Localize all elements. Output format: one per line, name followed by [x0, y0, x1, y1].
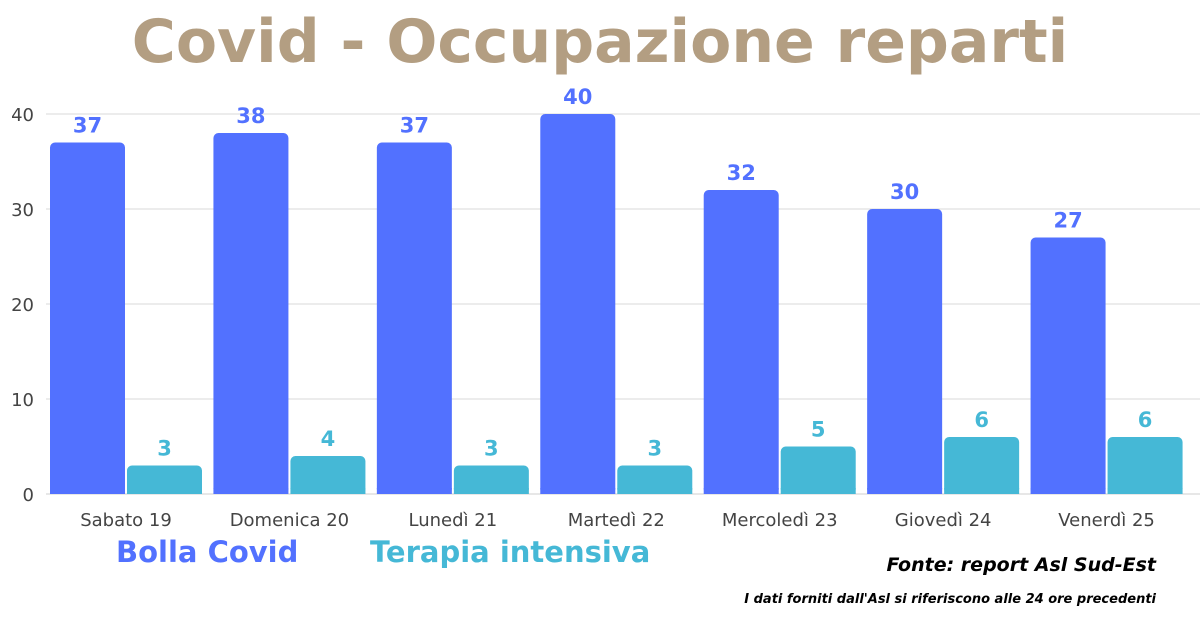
- bar-base: [213, 488, 289, 494]
- data-label: 32: [727, 161, 756, 185]
- data-label: 3: [484, 437, 499, 461]
- bar-terapia-intensiva: [780, 446, 856, 494]
- legend-bolla-covid: Bolla Covid: [116, 535, 299, 569]
- bar-bolla-covid: [50, 142, 125, 494]
- bar-bolla-covid: [703, 190, 779, 494]
- bar-base: [290, 488, 366, 494]
- bar-terapia-intensiva: [1107, 437, 1183, 494]
- x-tick-label: Lunedì 21: [409, 510, 498, 531]
- y-tick-label: 0: [23, 485, 34, 506]
- bar-base: [540, 488, 616, 494]
- bar-base: [703, 488, 779, 494]
- bar-terapia-intensiva: [127, 465, 202, 494]
- data-label: 5: [811, 418, 826, 442]
- data-label: 37: [73, 114, 102, 138]
- bar-terapia-intensiva: [944, 437, 1020, 494]
- bar-bolla-covid: [540, 114, 616, 494]
- bar-bolla-covid: [213, 133, 289, 494]
- bar-base: [453, 488, 529, 494]
- x-tick-label: Domenica 20: [230, 510, 349, 531]
- bar-terapia-intensiva: [617, 465, 693, 494]
- source-text: Fonte: report Asl Sud-Est: [886, 554, 1156, 576]
- data-label: 38: [236, 104, 265, 128]
- x-tick-label: Venerdì 25: [1058, 510, 1155, 531]
- y-tick-label: 40: [11, 105, 34, 126]
- bar-bolla-covid: [867, 209, 943, 494]
- bar-base: [780, 488, 856, 494]
- bar-terapia-intensiva: [453, 465, 529, 494]
- footnote-text: I dati forniti dall'Asl si riferiscono a…: [744, 592, 1156, 607]
- bar-base: [376, 488, 452, 494]
- data-label: 6: [1138, 408, 1153, 432]
- y-tick-label: 30: [11, 200, 34, 221]
- data-label: 4: [321, 427, 336, 451]
- bar-base: [944, 488, 1020, 494]
- bar-base: [617, 488, 693, 494]
- chart-title: Covid - Occupazione reparti: [131, 7, 1069, 77]
- data-label: 27: [1053, 209, 1082, 233]
- bar-base: [1107, 488, 1183, 494]
- bar-bolla-covid: [1030, 237, 1106, 494]
- x-tick-label: Mercoledì 23: [722, 510, 838, 531]
- bar-base: [50, 488, 125, 494]
- bar-base: [1030, 488, 1106, 494]
- legend-terapia-intensiva: Terapia intensiva: [370, 535, 651, 569]
- x-tick-label: Sabato 19: [80, 510, 172, 531]
- data-label: 6: [974, 408, 989, 432]
- bar-base: [127, 488, 202, 494]
- data-label: 3: [157, 437, 172, 461]
- data-label: 37: [400, 114, 429, 138]
- y-tick-label: 20: [11, 295, 34, 316]
- bar-base: [867, 488, 943, 494]
- bar-bolla-covid: [376, 142, 452, 494]
- data-label: 40: [563, 85, 592, 109]
- x-tick-label: Giovedì 24: [895, 510, 992, 531]
- bar-terapia-intensiva: [290, 456, 366, 494]
- y-tick-label: 10: [11, 390, 34, 411]
- data-label: 3: [647, 437, 662, 461]
- data-label: 30: [890, 180, 919, 204]
- x-tick-label: Martedì 22: [568, 510, 665, 531]
